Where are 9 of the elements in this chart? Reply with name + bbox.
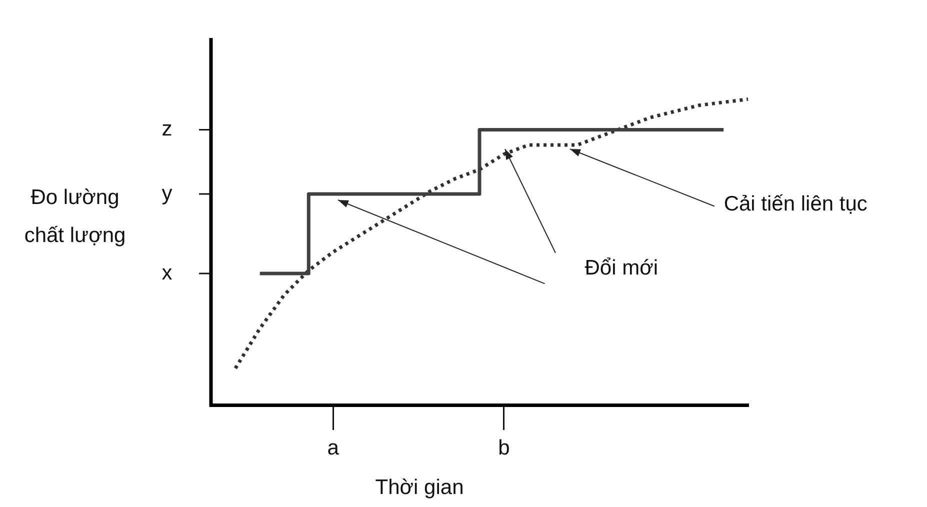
x-tick-label: b	[498, 436, 510, 460]
x-tick-label: a	[327, 436, 340, 460]
x-axis-title: Thời gian	[375, 476, 464, 499]
text: z	[162, 118, 172, 141]
annotation: Cải tiến liên tục	[724, 192, 868, 216]
text: y	[162, 182, 173, 205]
y-axis-title: Đo lường chất lượng	[24, 186, 126, 247]
text: x	[162, 261, 173, 284]
annotation: Đổi mới	[584, 256, 658, 280]
